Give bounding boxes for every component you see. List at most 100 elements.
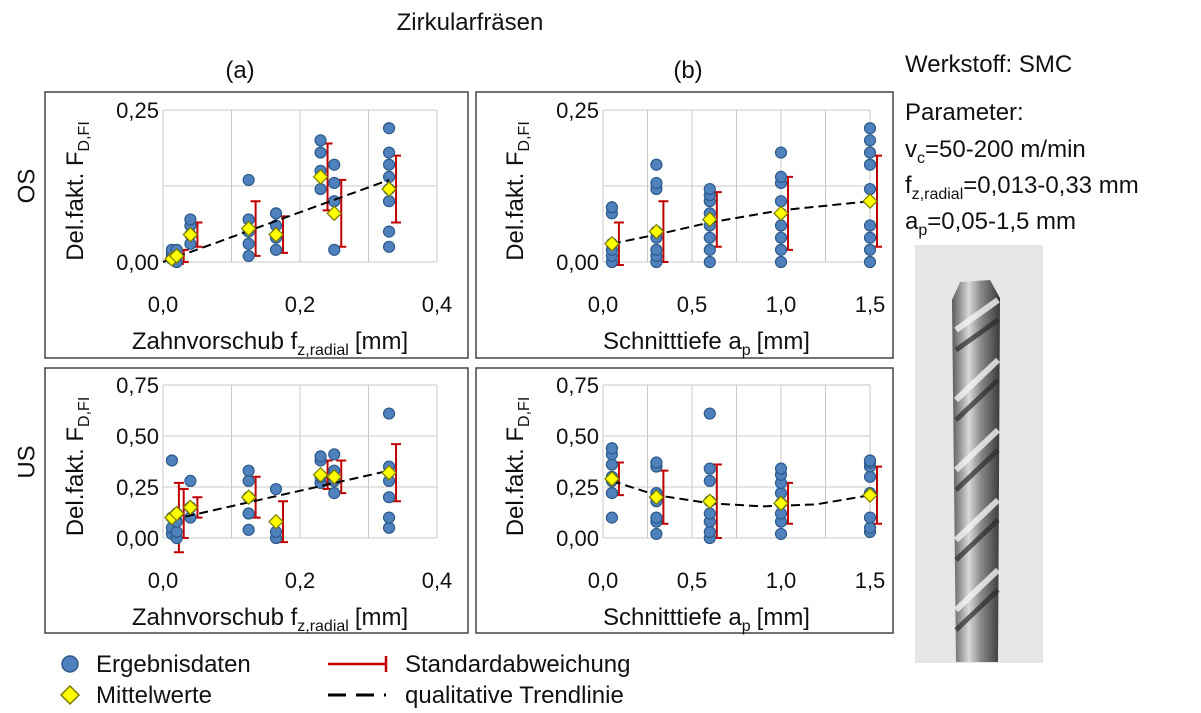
y-tick-label: 0,00	[116, 250, 159, 275]
data-point	[382, 122, 396, 135]
text-part: v	[905, 136, 917, 163]
data-point	[242, 464, 255, 477]
data-point	[605, 487, 619, 500]
text-part: [mm]	[757, 328, 810, 355]
text-part: Del.fakt. F	[62, 151, 89, 260]
data-point	[863, 470, 877, 483]
data-point	[184, 474, 197, 487]
data-point	[382, 491, 396, 504]
data-point	[314, 146, 327, 159]
column-label: (a)	[225, 57, 254, 84]
panel-frame	[475, 367, 894, 634]
data-point	[382, 511, 396, 524]
x-tick-label: 0,0	[148, 292, 179, 317]
text-part: [mm]	[355, 604, 408, 631]
x-tick-label: 0,4	[422, 292, 453, 317]
parameter-vc: vc=50-200 m/min	[905, 136, 1086, 167]
y-tick-label: 0,25	[556, 475, 599, 500]
text-part: a	[905, 208, 919, 235]
mean-marker	[268, 513, 284, 530]
mean-marker	[326, 205, 343, 222]
text-part: Schnitttiefe a	[603, 604, 742, 631]
data-point	[242, 249, 255, 263]
data-point	[774, 462, 788, 475]
data-point	[703, 407, 716, 420]
data-point	[774, 527, 788, 541]
panel: 0,00 0,25 0,0 0,5 1,0 1,5 Del.fakt. FD,FI Schni…	[475, 91, 894, 359]
data-point	[650, 176, 663, 190]
x-tick-label: 0,0	[148, 568, 179, 593]
data-point	[382, 407, 396, 420]
data-point	[863, 146, 877, 159]
mean-marker	[168, 248, 185, 264]
subscript: D,FI	[516, 397, 533, 427]
trend-line	[171, 469, 390, 521]
data-point	[650, 456, 663, 469]
text-part: =0,013-0,33 mm	[963, 172, 1138, 199]
legend-symbol	[61, 655, 79, 673]
legend: Ergebnisdaten Mittelwerte Standardabweic…	[59, 651, 631, 709]
mean-marker	[312, 169, 329, 185]
trend-line	[162, 178, 390, 263]
trend-line	[611, 479, 871, 508]
x-axis-label: Schnitttiefe ap [mm]	[603, 604, 810, 635]
y-tick-label: 0,75	[556, 373, 599, 398]
legend-symbol	[59, 684, 81, 706]
data-point	[863, 454, 877, 467]
text-part: =0,05-1,5 mm	[927, 208, 1076, 235]
y-tick-label: 0,25	[556, 98, 599, 123]
data-point	[269, 243, 283, 256]
data-point	[314, 134, 327, 147]
mean-marker	[268, 226, 284, 243]
x-tick-label: 0,2	[285, 292, 316, 317]
data-point	[328, 158, 341, 171]
mean-marker	[240, 220, 257, 237]
data-point	[703, 525, 716, 538]
text-part: Del.fakt. F	[502, 151, 529, 260]
subscript: D,FI	[76, 121, 93, 151]
data-point	[382, 158, 396, 171]
subscript: D,FI	[516, 121, 533, 151]
tool-photo	[915, 245, 1043, 663]
data-point	[184, 213, 197, 226]
data-point	[863, 511, 877, 524]
x-tick-label: 0,4	[422, 568, 453, 593]
data-point	[165, 454, 179, 467]
mean-marker	[168, 505, 185, 522]
mean-marker	[182, 499, 199, 516]
y-tick-label: 0,50	[116, 424, 159, 449]
parameter-fz: fz,radial=0,013-0,33 mm	[905, 172, 1139, 203]
legend-label: Ergebnisdaten	[96, 651, 251, 678]
y-tick-label: 0,50	[556, 424, 599, 449]
y-tick-label: 0,25	[116, 475, 159, 500]
data-point	[703, 182, 716, 196]
row-label: US	[13, 445, 40, 478]
text-part: Schnitttiefe a	[603, 328, 742, 355]
x-tick-label: 1,5	[855, 292, 886, 317]
data-point	[382, 195, 396, 208]
data-point	[650, 511, 663, 524]
mean-marker	[648, 223, 665, 240]
mean-marker	[773, 495, 789, 512]
material-info: Werkstoff: SMC	[905, 51, 1072, 78]
data-point	[605, 458, 619, 471]
x-tick-label: 1,0	[766, 568, 797, 593]
data-point	[703, 462, 716, 475]
mean-marker	[182, 226, 199, 243]
mean-marker	[381, 464, 397, 481]
data-point	[328, 448, 341, 461]
data-point	[242, 474, 255, 487]
text-part: Zahnvorschub f	[132, 328, 298, 355]
data-point	[863, 521, 877, 534]
data-point	[863, 182, 877, 196]
subscript: D,FI	[76, 397, 93, 427]
data-point	[328, 487, 341, 500]
row-label: OS	[13, 169, 40, 204]
mean-marker	[604, 235, 620, 252]
data-point	[703, 507, 716, 520]
data-point	[382, 240, 396, 253]
data-point	[382, 146, 396, 159]
panel: 0,00 0,25 0,50 0,75 0,0 0,5 1,0 1,5 Del.fakt. FD…	[475, 367, 894, 635]
data-point	[314, 182, 327, 196]
y-tick-label: 0,00	[116, 526, 159, 551]
